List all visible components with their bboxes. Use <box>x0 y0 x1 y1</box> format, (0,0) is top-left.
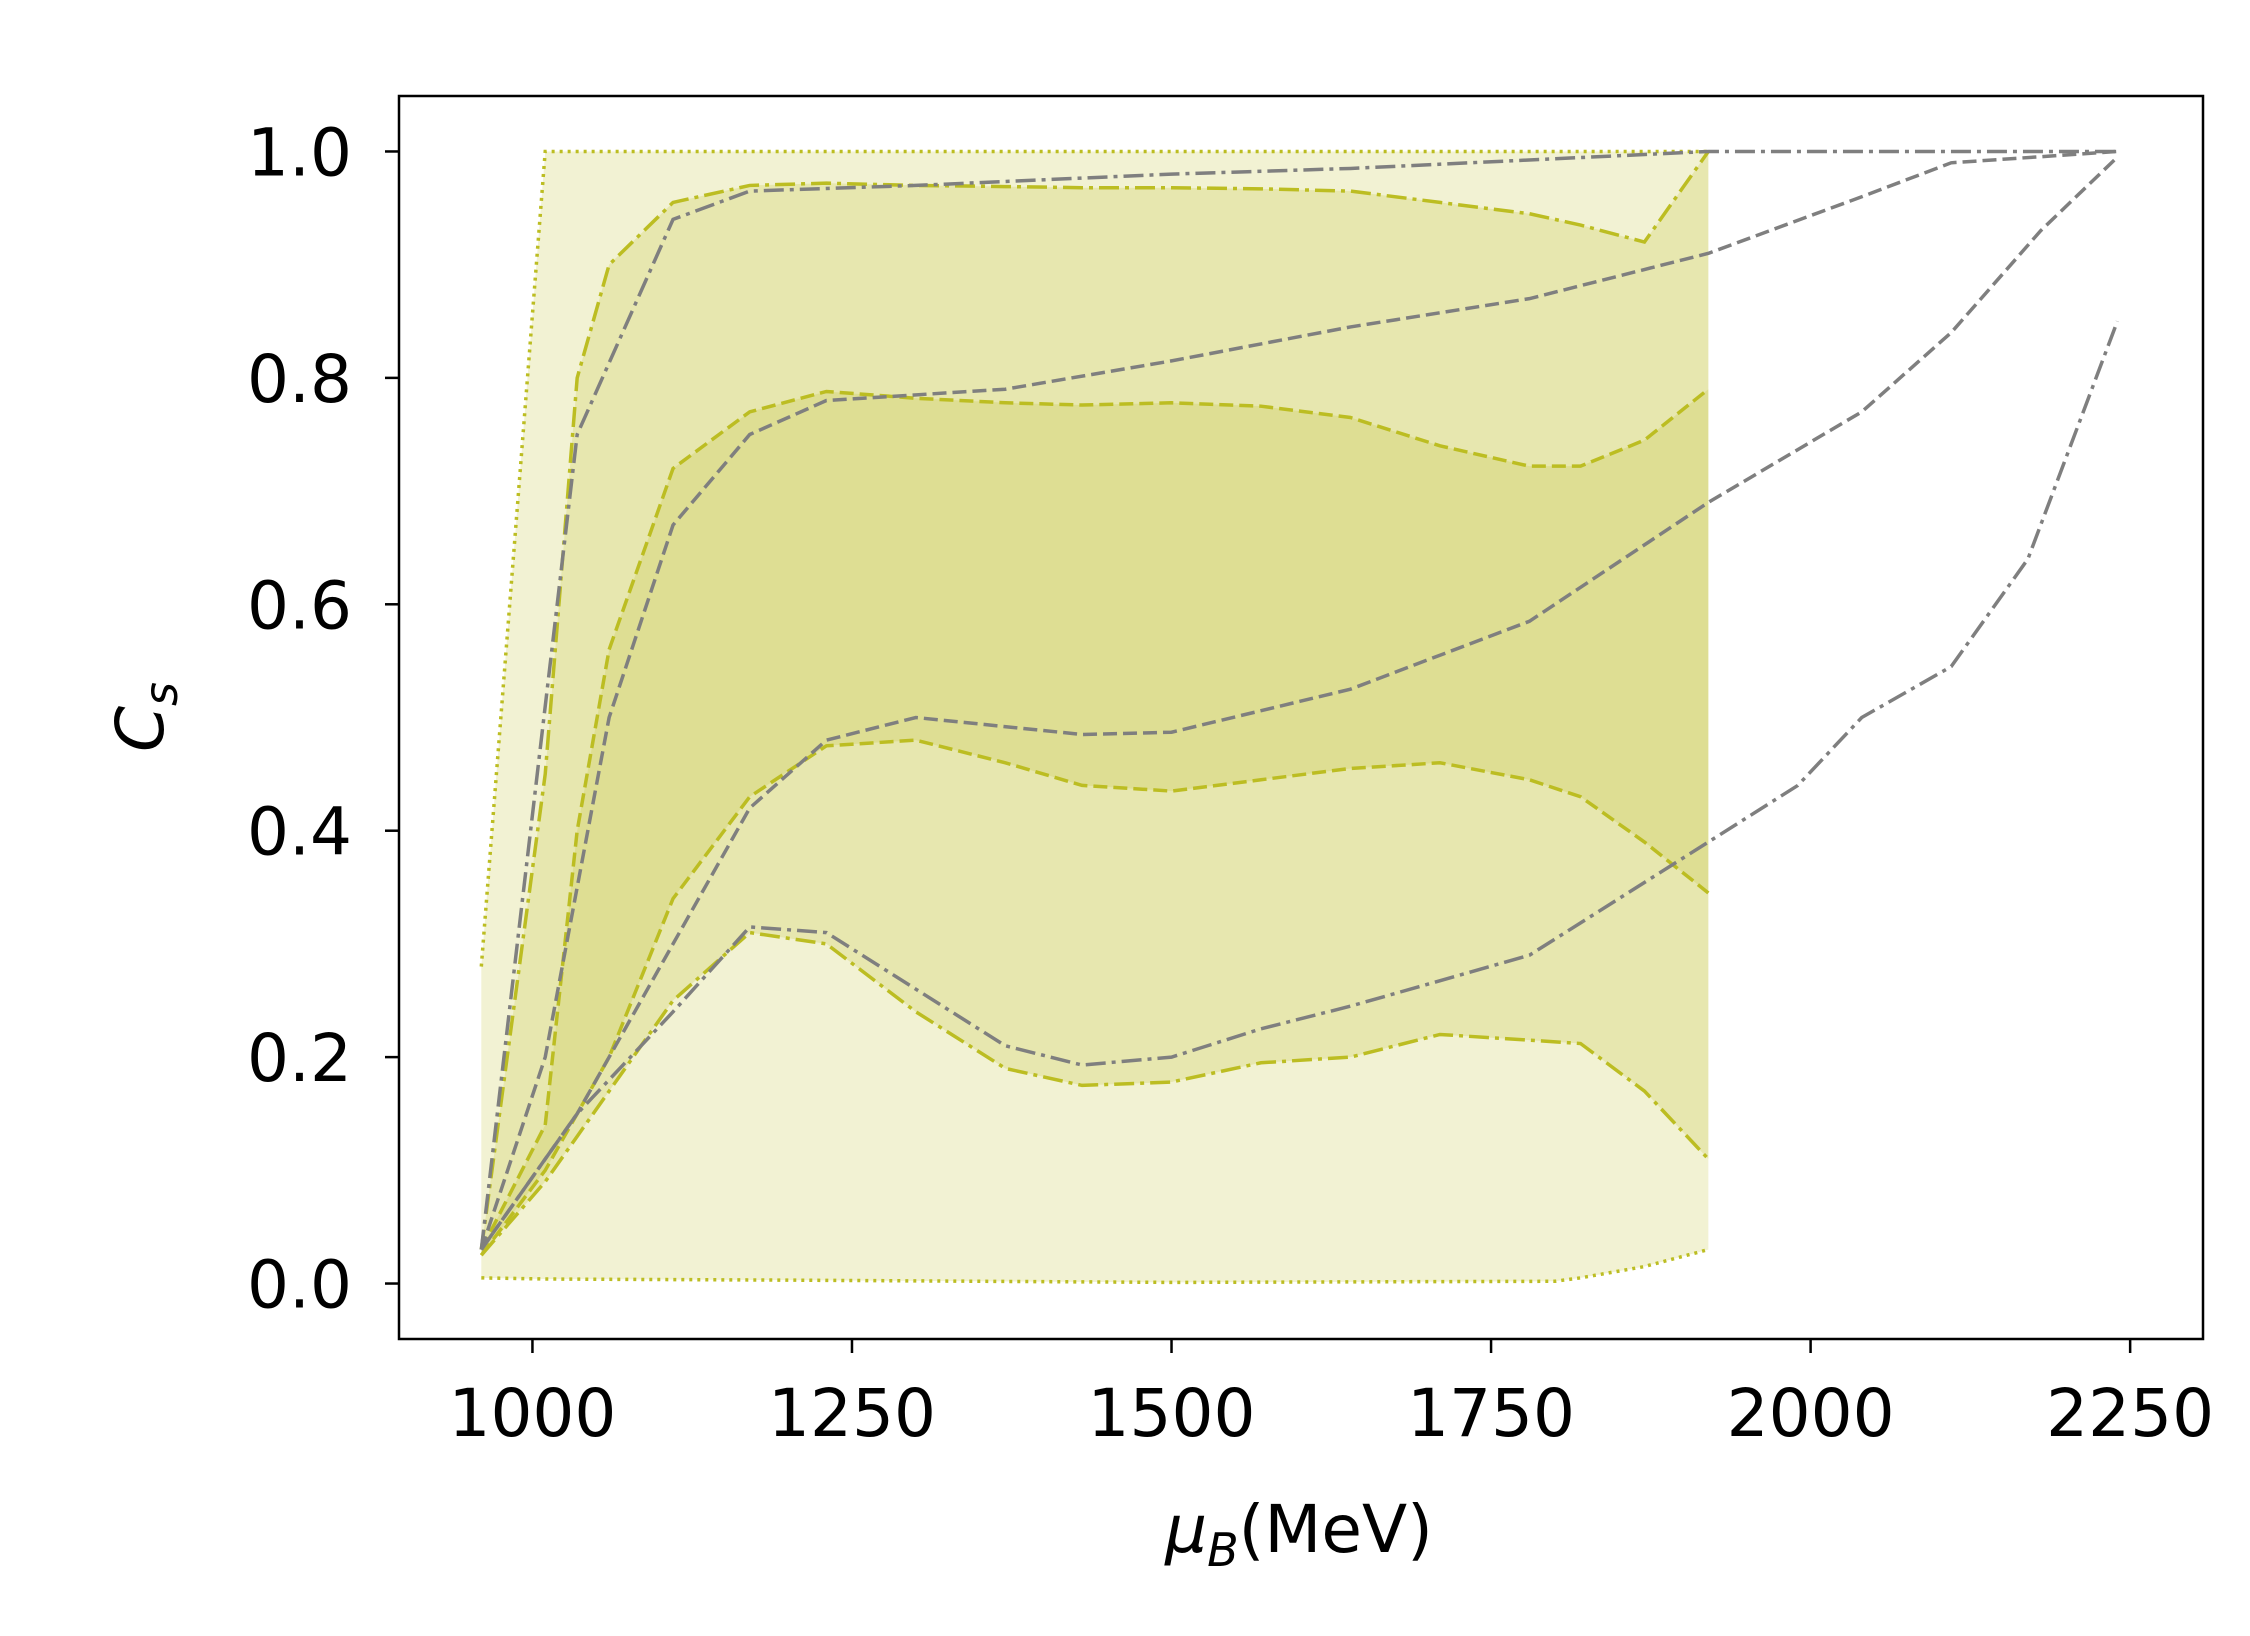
y-tick-label: 0.4 <box>247 794 352 871</box>
x-tick-label: 1000 <box>448 1375 616 1452</box>
series-line <box>479 320 2119 1251</box>
band-lower-line <box>481 1247 1709 1285</box>
band-upper-line <box>479 150 1710 1250</box>
series-line <box>479 149 2118 1250</box>
band-fill <box>481 151 1709 1256</box>
band-fill <box>481 389 1709 1256</box>
x-label-symbol: μ <box>1164 1491 1207 1568</box>
band-lower-line <box>479 930 1710 1257</box>
axes-frame <box>397 94 2205 1341</box>
band-upper-line <box>479 387 1710 1251</box>
y-tick-label: 0.2 <box>247 1020 352 1097</box>
x-tick-label: 2000 <box>1727 1375 1895 1452</box>
x-tick-label: 1500 <box>1088 1375 1256 1452</box>
y-tick-label: 0.8 <box>247 341 352 418</box>
plot-area <box>479 149 2119 1285</box>
y-tick-label: 0.6 <box>247 567 352 644</box>
y-label-symbol: C <box>102 706 179 752</box>
x-tick-label: 1750 <box>1407 1375 1575 1452</box>
x-label-sub: B <box>1207 1523 1239 1577</box>
y-tick-label: 1.0 <box>247 114 352 191</box>
x-tick-label: 1250 <box>768 1375 936 1452</box>
x-tick-label: 2250 <box>2046 1375 2214 1452</box>
series-line <box>479 155 2119 1251</box>
band-upper-line <box>479 149 1709 967</box>
series-line <box>479 149 2118 1251</box>
x-axis-label: μB(MeV) <box>1164 1491 1433 1577</box>
x-label-unit: (MeV) <box>1239 1491 1433 1568</box>
y-axis-label: Cs <box>102 682 188 752</box>
y-tick-label: 0.0 <box>247 1247 352 1324</box>
y-label-sub: s <box>134 682 188 706</box>
